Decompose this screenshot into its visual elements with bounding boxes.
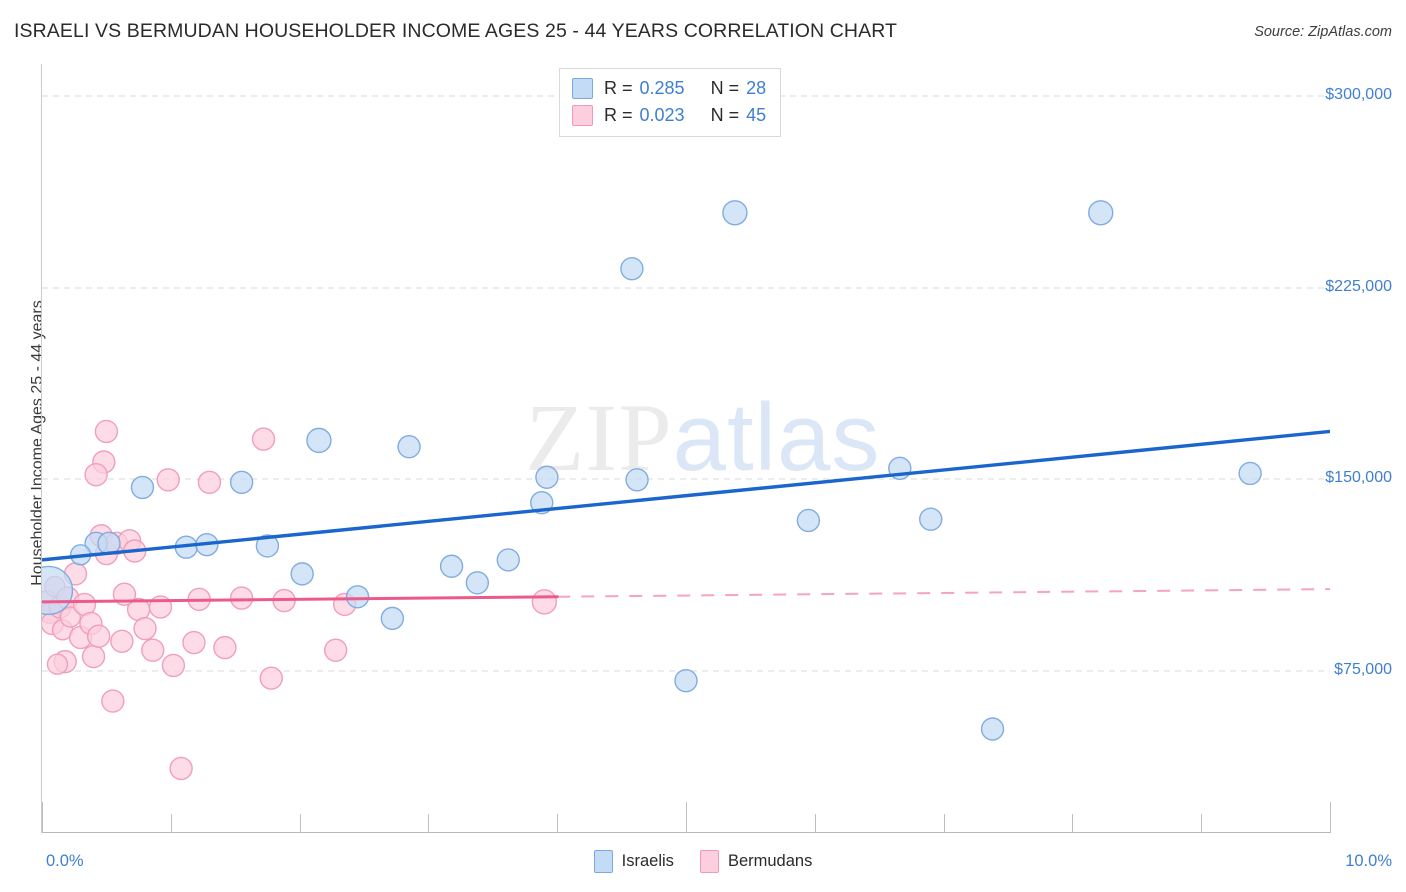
data-point-israelis (130, 475, 155, 500)
x-axis-max-label: 10.0% (1345, 852, 1392, 870)
correlation-row-bermudans: R = 0.023 N = 45 (572, 102, 766, 129)
data-point-bermudans (213, 635, 237, 660)
data-point-bermudans (323, 638, 348, 662)
data-point-bermudans (94, 419, 119, 444)
n-label-israelis: N = (710, 78, 740, 98)
data-point-bermudans (46, 653, 69, 675)
r-value-bermudans: 0.023 (639, 105, 685, 125)
x-tick-mark (299, 814, 301, 833)
r-label-bermudans: R = (604, 105, 633, 125)
data-point-israelis (796, 508, 821, 533)
data-point-israelis (255, 534, 280, 558)
y-tick-label: $300,000 (1325, 86, 1392, 103)
trendline-bermudans-extrapolated (557, 588, 1330, 598)
y-axis-line (41, 64, 42, 833)
plot-svg (42, 95, 1330, 781)
data-point-israelis (306, 427, 332, 454)
x-axis-min-label: 0.0% (46, 852, 84, 870)
plot-area (42, 64, 1330, 832)
data-point-israelis (674, 668, 698, 693)
data-point-bermudans (229, 586, 254, 610)
y-tick-label: $75,000 (1334, 661, 1392, 678)
x-tick-mark (814, 814, 816, 833)
data-point-bermudans (81, 644, 106, 669)
data-point-israelis (980, 717, 1005, 741)
r-label-israelis: R = (604, 78, 633, 98)
legend-label-bermudans: Bermudans (727, 852, 813, 870)
data-point-israelis (439, 554, 464, 578)
data-point-israelis (496, 548, 520, 572)
source-label: Source: ZipAtlas.com (1254, 24, 1392, 40)
data-point-bermudans (86, 624, 111, 648)
data-point-israelis (380, 606, 405, 631)
data-point-bermudans (259, 666, 283, 690)
data-point-bermudans (197, 470, 222, 495)
data-point-israelis (625, 468, 649, 492)
legend-swatch-bermudans-icon (699, 850, 719, 873)
data-point-bermudans (101, 689, 125, 713)
data-point-israelis (620, 257, 644, 281)
correlation-legend: R = 0.285 N = 28 R = 0.023 N = 45 (559, 68, 782, 137)
data-point-bermudans (182, 630, 206, 655)
data-point-bermudans (251, 427, 276, 451)
trendline-bermudans (42, 595, 559, 604)
x-tick-mark (1201, 814, 1203, 833)
data-point-israelis (229, 470, 254, 495)
x-tick-mark (943, 814, 945, 833)
correlation-row-israelis: R = 0.285 N = 28 (572, 75, 766, 102)
data-point-bermudans (141, 638, 165, 662)
n-value-israelis: 28 (746, 78, 767, 98)
data-point-israelis (345, 585, 370, 609)
x-tick-mark (557, 814, 559, 833)
n-label-bermudans: N = (710, 105, 740, 125)
data-point-bermudans (169, 756, 193, 781)
data-point-bermudans (59, 606, 82, 628)
legend-swatch-israelis-icon (593, 850, 613, 873)
data-point-israelis (397, 435, 421, 459)
data-point-israelis (465, 571, 490, 595)
data-point-bermudans (531, 589, 558, 615)
data-point-israelis (722, 200, 748, 226)
x-tick-mark (1072, 814, 1074, 833)
x-tick-mark (42, 802, 43, 833)
n-value-bermudans: 45 (746, 105, 767, 125)
data-point-israelis (919, 507, 943, 531)
x-tick-mark (686, 802, 687, 833)
legend-item-bermudans[interactable]: Bermudans (699, 850, 813, 873)
data-point-bermudans (161, 653, 186, 678)
swatch-israelis-icon (572, 78, 593, 99)
legend-label-israelis: Israelis (621, 852, 674, 870)
y-tick-label: $150,000 (1325, 469, 1392, 486)
x-tick-mark (428, 814, 430, 833)
data-point-bermudans (133, 616, 157, 641)
data-point-israelis (1088, 200, 1114, 226)
swatch-bermudans-icon (572, 105, 593, 126)
series-legend: Israelis Bermudans (0, 850, 1406, 873)
r-value-israelis: 0.285 (639, 78, 685, 98)
y-tick-label: $225,000 (1325, 278, 1392, 295)
trendline-israelis (42, 429, 1330, 562)
data-point-bermudans (84, 463, 108, 487)
x-tick-mark (170, 814, 172, 833)
legend-item-israelis[interactable]: Israelis (593, 850, 674, 873)
data-point-israelis (1238, 461, 1262, 486)
data-point-israelis (535, 465, 559, 489)
data-point-bermudans (156, 468, 180, 492)
x-tick-mark (1330, 802, 1331, 833)
page-title: ISRAELI VS BERMUDAN HOUSEHOLDER INCOME A… (14, 20, 898, 42)
data-point-israelis (290, 562, 314, 586)
data-point-bermudans (110, 629, 134, 653)
